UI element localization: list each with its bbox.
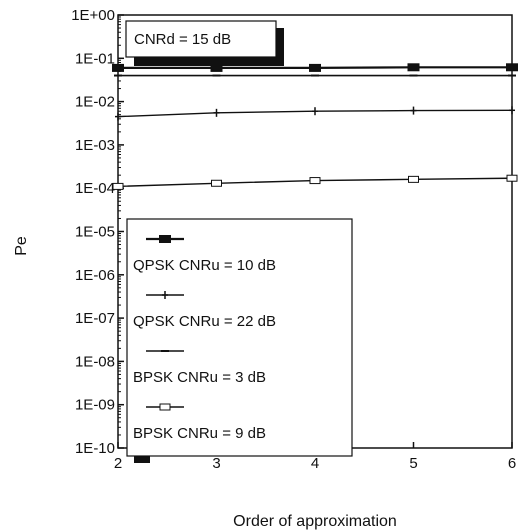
- y-tick-label: 1E-07: [75, 310, 115, 327]
- data-point-marker: [309, 63, 321, 72]
- data-point-marker: [159, 403, 171, 411]
- data-point-marker: [407, 63, 420, 72]
- legend-item: QPSK CNRu = 22 dB: [133, 291, 276, 330]
- y-axis-title: Pe: [13, 236, 30, 256]
- annotation-text: CNRd = 15 dB: [134, 31, 231, 48]
- data-point-marker: [506, 174, 518, 182]
- legend-item: QPSK CNRu = 10 dB: [133, 235, 276, 274]
- y-tick-label: 1E-09: [75, 397, 115, 414]
- data-point-marker: [159, 235, 171, 243]
- legend-item: BPSK CNRu = 3 dB: [133, 350, 266, 386]
- data-point-marker: [506, 63, 518, 72]
- x-tick-label: 2: [114, 455, 122, 472]
- legend: QPSK CNRu = 10 dB QPSK CNRu = 22 dB BPSK C…: [126, 218, 353, 463]
- x-tick-label: 5: [409, 455, 417, 472]
- x-tick-label: 3: [212, 455, 220, 472]
- data-point-marker: [112, 63, 124, 72]
- data-point-marker: [112, 182, 124, 190]
- y-tick-label: 1E-06: [75, 267, 115, 284]
- x-axis-title: Order of approximation: [233, 513, 397, 530]
- data-point-marker: [211, 179, 222, 187]
- legend-label: BPSK CNRu = 9 dB: [133, 425, 266, 442]
- annotation-box: CNRd = 15 dB: [125, 20, 284, 66]
- data-point-marker: [408, 175, 419, 183]
- y-tick-label: 1E+00: [71, 7, 115, 24]
- legend-label: BPSK CNRu = 3 dB: [133, 369, 266, 386]
- x-tick-label: 6: [508, 455, 516, 472]
- y-tick-label: 1E-10: [75, 440, 115, 457]
- y-tick-label: 1E-02: [75, 94, 115, 111]
- data-point-marker: [210, 63, 223, 72]
- y-axis-ticks: 1E+00 1E-01 1E-02 1E-03 1E-04 1E-05 1E-06 1E-07…: [71, 7, 124, 457]
- series-group: [112, 63, 518, 72]
- series-group: [115, 106, 515, 121]
- y-tick-label: 1E-08: [75, 353, 115, 370]
- legend-item: BPSK CNRu = 9 dB: [133, 403, 266, 442]
- x-tick-label: 4: [311, 455, 319, 472]
- series-layer: [112, 63, 518, 190]
- y-tick-label: 1E-04: [75, 180, 115, 197]
- y-tick-label: 1E-01: [75, 50, 115, 67]
- y-tick-label: 1E-03: [75, 137, 115, 154]
- legend-label: QPSK CNRu = 22 dB: [133, 313, 276, 330]
- data-point-marker: [309, 177, 321, 185]
- legend-label: QPSK CNRu = 10 dB: [133, 257, 276, 274]
- series-group: [112, 174, 518, 190]
- y-tick-label: 1E-05: [75, 224, 115, 241]
